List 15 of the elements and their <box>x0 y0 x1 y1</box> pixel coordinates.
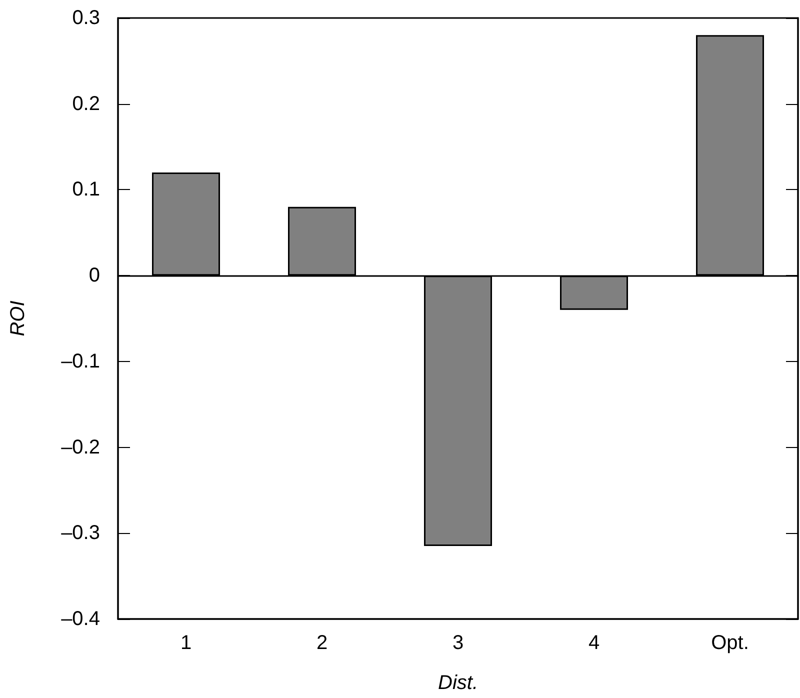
x-axis-title: Dist. <box>438 672 478 694</box>
x-tick-label: 3 <box>452 632 464 654</box>
x-tick-label: 1 <box>180 632 192 654</box>
y-tick-label: –0.2 <box>61 436 100 458</box>
x-tick-label: 4 <box>588 632 600 654</box>
y-tick-label: 0 <box>88 264 100 287</box>
y-tick-label: –0.3 <box>61 522 100 544</box>
y-axis-title: ROI <box>7 300 29 336</box>
y-tick-label: 0.2 <box>72 92 100 115</box>
y-tick-label: 0.3 <box>72 7 100 29</box>
y-tick-label: –0.4 <box>61 608 100 630</box>
y-tick-label: 0.1 <box>72 178 100 201</box>
x-tick-label: 2 <box>316 632 328 654</box>
y-tick-label: –0.1 <box>61 350 100 372</box>
x-tick-label: Opt. <box>711 632 749 654</box>
